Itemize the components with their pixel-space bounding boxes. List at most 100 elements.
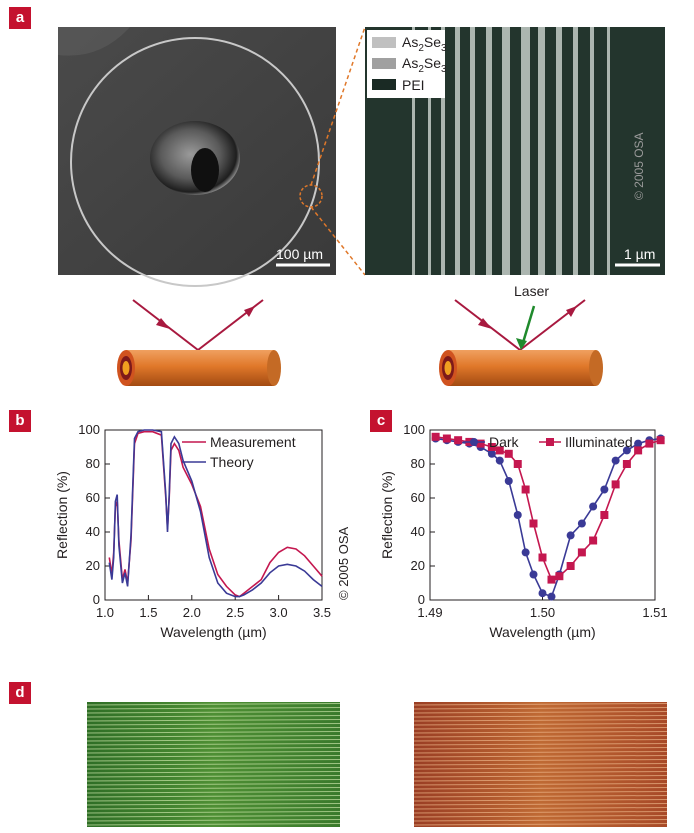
fiber-strand	[413, 727, 668, 730]
fiber-strand	[86, 815, 341, 818]
fiber-strand	[86, 823, 341, 826]
data-point-illuminated	[521, 485, 530, 494]
fiber-strand	[413, 763, 668, 766]
data-point-illuminated	[476, 439, 485, 448]
bilayer-stripe	[502, 27, 510, 275]
panel-label-a: a	[9, 7, 31, 29]
x-tick-label: 1.0	[96, 605, 114, 620]
data-point-illuminated	[589, 536, 598, 545]
y-tick-label: 0	[418, 592, 425, 607]
legend-label-illuminated: Illuminated	[565, 434, 633, 450]
schematic-right	[439, 299, 603, 386]
multilayer-zoom-image	[365, 27, 665, 275]
fiber-strand	[86, 779, 341, 782]
bilayer-stripe	[538, 27, 545, 275]
legend-marker	[470, 438, 478, 446]
fiber-strand	[86, 727, 341, 730]
fiber-strand	[413, 739, 668, 742]
fiber-strand	[413, 751, 668, 754]
fiber-strand	[86, 715, 341, 718]
fiber-strand	[413, 799, 668, 802]
data-point-illuminated	[622, 460, 631, 468]
bilayer-stripe	[521, 27, 530, 275]
series-line-illuminated	[435, 436, 661, 581]
data-point-dark	[577, 519, 586, 528]
sem-fiber-image	[58, 27, 336, 287]
fiber-strand	[86, 771, 341, 774]
fiber-strand	[413, 755, 668, 758]
fiber-strand	[413, 783, 668, 786]
data-point-illuminated	[495, 446, 504, 455]
data-point-illuminated	[487, 443, 496, 451]
panel-label-b: b	[9, 410, 31, 432]
data-point-dark	[566, 531, 575, 540]
y-tick-label: 100	[78, 422, 100, 437]
y-tick-label: 80	[86, 456, 100, 471]
fiber-strand	[413, 719, 668, 722]
data-point-dark	[589, 502, 598, 511]
x-axis-label: Wavelength (µm)	[160, 624, 266, 640]
data-point-illuminated	[442, 434, 451, 443]
data-point-illuminated	[611, 480, 620, 489]
data-point-dark	[634, 439, 643, 448]
legend-swatch-1	[372, 37, 396, 48]
fiber-strand	[86, 799, 341, 802]
fiber-strand	[86, 759, 341, 762]
x-tick-label: 2.0	[183, 605, 201, 620]
series-line-theory	[108, 429, 323, 598]
data-point-illuminated	[566, 562, 575, 570]
panel-d	[86, 702, 668, 827]
fiber-strand	[413, 767, 668, 770]
data-point-dark	[611, 456, 620, 465]
laser-label: Laser	[514, 283, 550, 299]
sem-scale-label: 100 µm	[276, 246, 323, 262]
x-tick-label: 1.49	[417, 605, 442, 620]
y-axis-label: Reflection (%)	[54, 471, 70, 559]
bilayer-stripe	[455, 27, 460, 275]
fiber-strand	[413, 791, 668, 794]
y-tick-label: 60	[86, 490, 100, 505]
fiber-strand	[86, 819, 341, 822]
y-tick-label: 60	[411, 490, 425, 505]
fiber-strand	[86, 783, 341, 786]
x-tick-label: 1.50	[530, 605, 555, 620]
fiber-strand	[86, 743, 341, 746]
data-point-dark	[600, 485, 609, 494]
data-point-illuminated	[529, 519, 538, 528]
data-point-dark	[529, 570, 538, 579]
fiber-strand	[86, 719, 341, 722]
y-axis-label: Reflection (%)	[379, 471, 395, 559]
fiber-strand	[86, 763, 341, 766]
data-point-dark	[487, 449, 496, 458]
series-line-measurement	[108, 430, 323, 598]
fiber-strand	[86, 775, 341, 778]
fiber-strand	[413, 815, 668, 818]
plot-frame	[104, 429, 323, 601]
data-point-illuminated	[454, 436, 463, 445]
fiber-strand	[413, 811, 668, 814]
data-point-dark	[521, 548, 530, 557]
y-tick-label: 40	[411, 524, 425, 539]
bilayer-stripe	[412, 27, 415, 275]
chart-c: 1.49 1.50 1.51 0 20 40 60 80 100 Wavelength (µm) R…	[379, 422, 668, 640]
fiber-strand	[413, 819, 668, 822]
legend-label-2: As2Se3	[402, 55, 447, 75]
copyright-a: © 2005 OSA	[632, 132, 646, 200]
data-point-illuminated	[634, 446, 643, 455]
fiber-strand	[86, 803, 341, 806]
copyright-b: © 2005 OSA	[336, 526, 351, 600]
legend-swatch-2	[372, 58, 396, 69]
fiber-strand	[86, 767, 341, 770]
data-point-illuminated	[600, 511, 609, 519]
fiber-strand	[86, 739, 341, 742]
fiber-strand	[413, 795, 668, 798]
data-point-illuminated	[547, 575, 556, 584]
data-point-illuminated	[555, 572, 564, 581]
x-tick-label: 3.0	[270, 605, 288, 620]
x-tick-label: 1.5	[139, 605, 157, 620]
x-tick-label: 3.5	[313, 605, 331, 620]
data-point-illuminated	[513, 460, 522, 468]
schematic-left	[117, 299, 281, 386]
bilayer-stripe	[428, 27, 431, 275]
fiber-strand	[413, 771, 668, 774]
